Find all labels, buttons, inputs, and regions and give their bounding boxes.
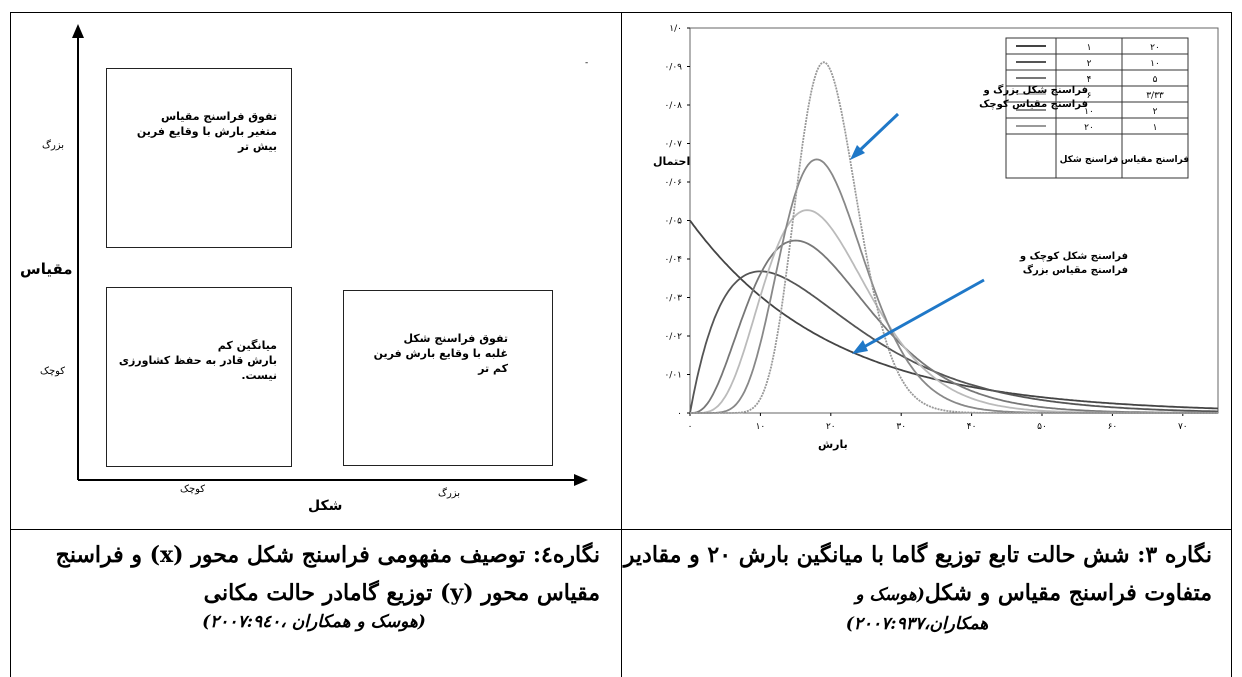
x-tick-label: ۳۰	[896, 422, 906, 432]
figure3-caption: نگاره ۳: شش حالت تابع توزیع گاما با میان…	[622, 536, 1212, 634]
box-shape-dominance: تفوق فراسنج شکل غلبه با وقایع بارش فرین …	[343, 290, 553, 466]
legend-scale-value: ۵	[1153, 75, 1158, 85]
figure4-diagram: - تفوق فراسنج مقیاس متغیر بارش با وقایع …	[20, 20, 610, 520]
arrowhead-large-shape	[850, 145, 865, 160]
y-tick-label: ۰/۰۷	[664, 140, 682, 150]
box-low-mean: میانگین کم بارش قادر به حفظ کشاورزی نیست…	[106, 287, 292, 467]
legend-shape-value: ۱	[1087, 43, 1092, 53]
series-line-5	[690, 61, 1218, 414]
series-line-4	[690, 158, 1218, 414]
box-shape-dominance-text: تفوق فراسنج شکل غلبه با وقایع بارش فرین …	[373, 332, 508, 375]
box-low-mean-text: میانگین کم بارش قادر به حفظ کشاورزی نیست…	[118, 339, 277, 382]
y-tick-label: ۰/۰۸	[664, 101, 682, 111]
annotation-large-shape: فراسنج شکل بزرگ و فراسنج مقیاس کوچک	[979, 85, 1088, 110]
y-tick-label: ۰/۰۲	[664, 332, 682, 342]
x-axis-title: بارش	[818, 438, 848, 451]
figure4-axes: -	[72, 24, 588, 486]
x-large-label: بزرگ	[438, 488, 461, 499]
x-tick-label: ۱۰	[756, 422, 766, 432]
box-scale-dominance: تفوق فراسنج مقیاس متغیر بارش با وقایع فر…	[106, 68, 292, 248]
y-tick-label: ۰	[677, 409, 682, 419]
y-tick-label: ۰/۰۹	[664, 63, 682, 73]
legend-shape-value: ۶	[1087, 91, 1092, 101]
y-tick-label: ۰/۰۱	[664, 371, 682, 381]
legend-shape-value: ۴	[1087, 75, 1092, 85]
table-right-border	[1231, 12, 1232, 677]
legend-scale-value: ۲۰	[1150, 43, 1160, 53]
x-axis-label: شکل	[308, 498, 343, 514]
arrow-small-shape	[861, 278, 985, 350]
x-tick-label: ۰	[688, 422, 693, 432]
y-tick-label: ۱/۰	[669, 24, 682, 34]
legend-scale-value: ۱	[1153, 123, 1158, 133]
y-axis-label: مقیاس	[20, 260, 73, 278]
figure3-chart: ۰ ۰/۰۱ ۰/۰۲ ۰/۰۳ ۰/۰۴ ۰/۰۵ ۰/۰۶ ۰/۰۷ ۰/۰۸ ۰/۰۹ ۱/۰…	[648, 18, 1224, 464]
y-tick-label: ۰/۰۶	[664, 178, 682, 188]
y-tick-label: ۰/۰۳	[664, 294, 682, 304]
x-tick-label: ۲۰	[826, 422, 836, 432]
y-large-label: بزرگ	[42, 140, 65, 151]
legend-header-scale: فراسنج مقیاس	[1121, 155, 1189, 165]
legend-header-shape: فراسنج شکل	[1060, 155, 1119, 165]
series-line-0	[689, 219, 1219, 410]
legend-scale-value: ۱۰	[1150, 59, 1160, 69]
annotation-small-shape: فراسنج شکل کوچک و فراسنج مقیاس بزرگ	[1019, 251, 1128, 276]
box-scale-dominance-text: تفوق فراسنج مقیاس متغیر بارش با وقایع فر…	[136, 110, 277, 153]
x-tick-label: ۴۰	[967, 422, 977, 432]
legend-scale-value: ۲	[1153, 107, 1158, 117]
gamma-chart-svg: ۰ ۰/۰۱ ۰/۰۲ ۰/۰۳ ۰/۰۴ ۰/۰۵ ۰/۰۶ ۰/۰۷ ۰/۰۸ ۰/۰۹ ۱/۰…	[664, 24, 1219, 432]
figure4-caption-source: (هوسک و همکاران ،۲۰۰۷:۹٤۰)	[202, 612, 426, 632]
legend-shape-value: ۱۰	[1084, 107, 1094, 117]
y-axis-title: احتمال	[653, 155, 691, 168]
x-tick-label: ۷۰	[1178, 422, 1188, 432]
y-small-label: کوچک	[40, 366, 66, 377]
y-tick-label: ۰/۰۴	[664, 255, 682, 265]
x-small-label: کوچک	[180, 484, 206, 495]
arrowhead-small-shape	[852, 340, 868, 354]
table-center-divider	[621, 12, 622, 677]
x-tick-label: ۵۰	[1037, 422, 1047, 432]
figure3-caption-source-a: (هوسک و	[855, 585, 925, 605]
table-left-border	[10, 12, 11, 677]
figure3-caption-source-b: همکاران،۲۰۰۷:۹۳۷)	[845, 614, 989, 634]
figure3-caption-title: نگاره ۳: شش حالت تابع توزیع گاما با میان…	[623, 542, 1212, 606]
arrow-large-shape	[856, 112, 900, 154]
legend-scale-value: ۳/۳۳	[1146, 91, 1164, 101]
series-line-1	[689, 270, 1218, 414]
figure4-caption: نگاره٤: توصیف مفهومی فراسنج شکل محور (x)…	[28, 536, 600, 632]
legend-shape-value: ۲۰	[1084, 123, 1094, 133]
figure-table	[10, 12, 1232, 677]
figure4-caption-title: نگاره٤: توصیف مفهومی فراسنج شکل محور (x)…	[55, 542, 600, 606]
svg-text:-: -	[585, 58, 588, 68]
x-tick-label: ۶۰	[1108, 422, 1118, 432]
y-tick-label: ۰/۰۵	[664, 217, 682, 227]
legend-shape-value: ۲	[1087, 59, 1092, 69]
